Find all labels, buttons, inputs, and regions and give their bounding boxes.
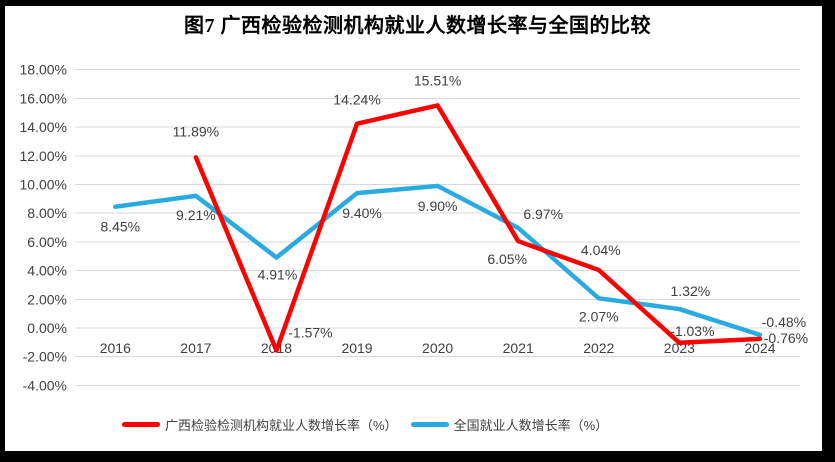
- y-axis-tick-label: 0.00%: [27, 320, 67, 336]
- y-axis-tick-label: 18.00%: [20, 62, 67, 78]
- data-label: 6.05%: [487, 251, 527, 267]
- y-axis-tick-label: 10.00%: [20, 177, 67, 193]
- y-axis-tick-label: -4.00%: [23, 377, 67, 393]
- data-label: -1.57%: [288, 325, 332, 341]
- data-label: 4.91%: [258, 267, 298, 283]
- x-axis-category-label: 2022: [583, 340, 614, 356]
- y-axis-tick-label: 4.00%: [27, 263, 67, 279]
- x-axis-category-label: 2021: [503, 340, 534, 356]
- data-label: 15.51%: [414, 72, 461, 88]
- y-axis-tick-label: 8.00%: [27, 205, 67, 221]
- data-label: -0.48%: [762, 314, 806, 330]
- blue-line-swatch-icon: [410, 421, 449, 427]
- legend-item-guangxi: 广西检验检测机构就业人数增长率（%）: [122, 415, 398, 434]
- red-line-swatch-icon: [122, 421, 160, 427]
- data-label: -0.76%: [764, 330, 808, 346]
- x-axis-category-label: 2019: [341, 340, 372, 356]
- data-label: 14.24%: [333, 92, 380, 108]
- data-label: 6.97%: [523, 206, 563, 222]
- data-label: 8.45%: [100, 219, 140, 235]
- data-label: 11.89%: [173, 123, 219, 139]
- y-axis-tick-label: 2.00%: [27, 291, 67, 307]
- data-label: 9.21%: [176, 207, 216, 223]
- data-label: 9.40%: [342, 205, 382, 221]
- data-label: 2.07%: [579, 308, 619, 324]
- y-axis-tick-label: -2.00%: [23, 349, 67, 365]
- guangxi-series-line: [193, 103, 763, 353]
- legend-label-guangxi: 广西检验检测机构就业人数增长率（%）: [165, 417, 398, 433]
- chart-title: 图7 广西检验检测机构就业人数增长率与全国的比较: [184, 15, 651, 37]
- legend-label-national: 全国就业人数增长率（%）: [453, 417, 609, 433]
- y-axis-tick-label: 12.00%: [20, 148, 67, 164]
- x-axis-category-label: 2017: [180, 340, 211, 356]
- y-axis-tick-label: 16.00%: [20, 90, 67, 106]
- legend-item-national: 全国就业人数增长率（%）: [410, 415, 609, 434]
- data-label: 9.90%: [418, 198, 458, 214]
- chart-legend: 广西检验检测机构就业人数增长率（%） 全国就业人数增长率（%）: [122, 413, 608, 435]
- x-axis-category-label: 2024: [744, 340, 775, 356]
- data-label: -1.03%: [670, 323, 714, 339]
- y-axis-tick-label: 14.00%: [20, 119, 67, 135]
- x-axis-category-label: 2016: [100, 340, 131, 356]
- data-label: 4.04%: [581, 242, 621, 258]
- x-axis-category-label: 2020: [422, 340, 453, 356]
- data-label: 1.32%: [671, 283, 711, 299]
- y-axis-tick-label: 6.00%: [27, 234, 67, 250]
